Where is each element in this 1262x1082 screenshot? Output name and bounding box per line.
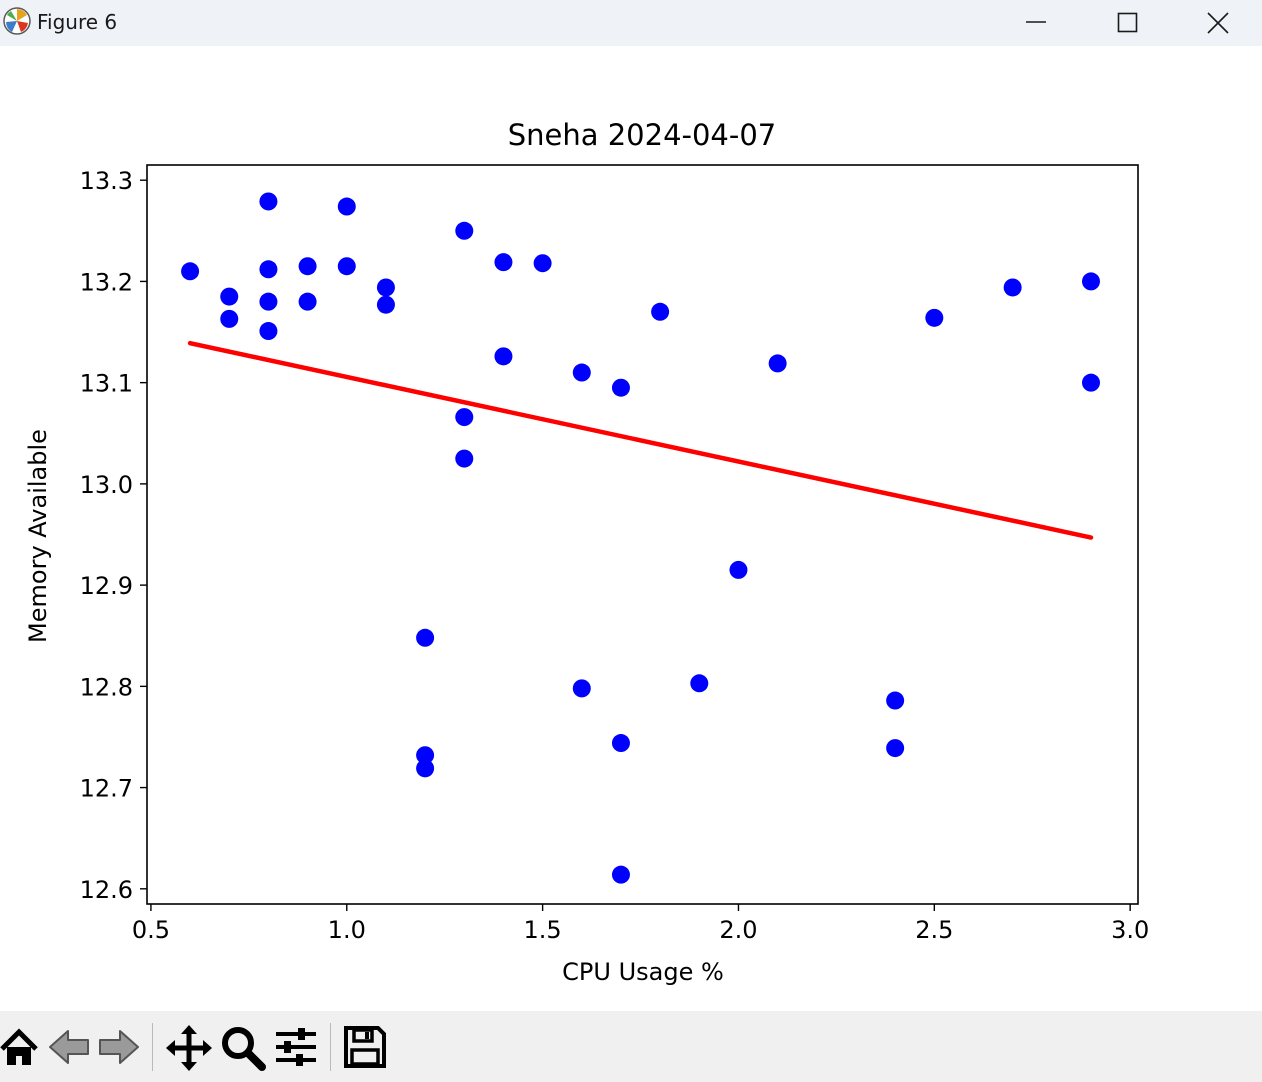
toolbar-separator: [330, 1023, 331, 1071]
data-point: [494, 253, 513, 272]
data-point: [1081, 272, 1100, 291]
data-point: [416, 746, 435, 765]
home-button[interactable]: [0, 1025, 44, 1069]
save-icon: [344, 1026, 386, 1068]
close-icon: [1207, 12, 1229, 34]
window-title: Figure 6: [37, 10, 118, 34]
data-point: [455, 221, 474, 240]
maximize-icon: [1117, 12, 1138, 33]
x-tick-label: 2.5: [915, 916, 953, 944]
data-point: [729, 560, 748, 579]
data-point: [259, 192, 278, 211]
data-point: [572, 679, 591, 698]
y-tick-label: 12.7: [80, 775, 133, 803]
configure-subplots-icon: [276, 1028, 316, 1066]
x-tick-label: 1.0: [328, 916, 366, 944]
data-point: [1081, 373, 1100, 392]
data-point: [494, 347, 513, 366]
toolbar-separator: [152, 1023, 153, 1071]
zoom-icon: [222, 1027, 266, 1071]
plot-frame: [146, 164, 1139, 905]
data-point: [298, 257, 317, 276]
x-axis-label: CPU Usage %: [562, 958, 724, 986]
data-point: [259, 292, 278, 311]
data-point: [886, 739, 905, 758]
data-point: [533, 254, 552, 273]
data-point: [259, 322, 278, 341]
data-point: [259, 260, 278, 279]
data-point: [572, 363, 591, 382]
data-point: [1003, 278, 1022, 297]
y-tick-label: 12.6: [80, 876, 133, 904]
y-tick-label: 13.2: [80, 268, 133, 296]
close-button[interactable]: [1172, 0, 1262, 46]
chart-title: Sneha 2024-04-07: [507, 118, 777, 152]
zoom-button[interactable]: [220, 1025, 266, 1071]
maximize-button[interactable]: [1082, 0, 1174, 46]
pan-button[interactable]: [166, 1025, 212, 1071]
data-point: [611, 378, 630, 397]
save-button[interactable]: [343, 1025, 387, 1069]
forward-arrow-icon: [99, 1030, 139, 1064]
minimize-icon: [1026, 21, 1046, 23]
data-point: [416, 759, 435, 778]
data-point: [611, 734, 630, 753]
data-point: [337, 257, 356, 276]
x-tick-label: 2.0: [719, 916, 757, 944]
data-point: [768, 354, 787, 373]
data-point: [337, 197, 356, 216]
y-tick-label: 12.8: [80, 673, 133, 701]
configure-subplots-button[interactable]: [274, 1025, 318, 1069]
data-point: [376, 295, 395, 314]
forward-button[interactable]: [96, 1025, 140, 1069]
y-tick-label: 13.0: [80, 471, 133, 499]
data-point: [611, 865, 630, 884]
data-point: [455, 449, 474, 468]
pan-icon: [166, 1025, 212, 1071]
data-point: [298, 292, 317, 311]
data-point: [690, 674, 709, 693]
x-tick-label: 1.5: [524, 916, 562, 944]
scatter-plot: 0.5 1.0 1.5 2.0 2.5 3.0 12.6 12.7 12.8 12.9 13.0 13…: [80, 164, 1149, 944]
x-tick-label: 3.0: [1111, 916, 1149, 944]
data-point: [886, 691, 905, 710]
y-tick-label: 12.9: [80, 572, 133, 600]
figure-canvas[interactable]: 0.5 1.0 1.5 2.0 2.5 3.0 12.6 12.7 12.8 12.9 13.0 13…: [0, 46, 1262, 1011]
data-point: [651, 302, 670, 321]
data-point: [455, 408, 474, 427]
app-icon: [3, 7, 31, 35]
window-titlebar: Figure 6: [0, 0, 1262, 46]
back-arrow-icon: [49, 1030, 89, 1064]
data-point: [220, 309, 239, 328]
y-tick-label: 13.3: [80, 167, 133, 195]
data-point: [416, 628, 435, 647]
data-point: [181, 262, 200, 281]
data-point: [925, 308, 944, 327]
navigation-toolbar: [0, 1011, 1262, 1082]
y-tick-label: 13.1: [80, 370, 133, 398]
data-point: [376, 278, 395, 297]
trend-line: [187, 340, 1094, 540]
home-icon: [0, 1028, 38, 1065]
x-tick-label: 0.5: [132, 916, 170, 944]
back-button[interactable]: [48, 1025, 92, 1069]
minimize-button[interactable]: [990, 0, 1082, 46]
data-point: [220, 287, 239, 306]
y-axis-label: Memory Available: [24, 429, 52, 643]
